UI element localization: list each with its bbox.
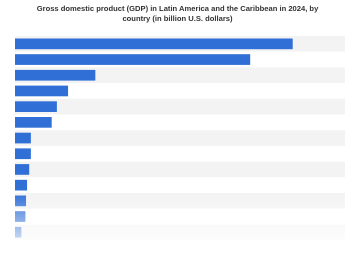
row-stripe [15,130,345,146]
bar [15,85,69,97]
chart-title: Gross domestic product (GDP) in Latin Am… [36,4,319,23]
row-stripe [15,177,345,193]
bar [15,179,28,191]
bar [15,38,293,50]
bar [15,148,31,160]
bar [15,132,31,144]
row-stripe [15,83,345,99]
row-stripe [15,98,345,115]
row-stripe [15,114,345,131]
bar [15,164,30,175]
bar [15,69,96,81]
row-stripe [15,161,345,178]
row-stripe [15,67,345,84]
bar [15,101,57,112]
row-stripe [15,145,345,162]
bar [15,117,52,128]
fade-overlay [0,192,355,253]
bar [15,54,251,65]
